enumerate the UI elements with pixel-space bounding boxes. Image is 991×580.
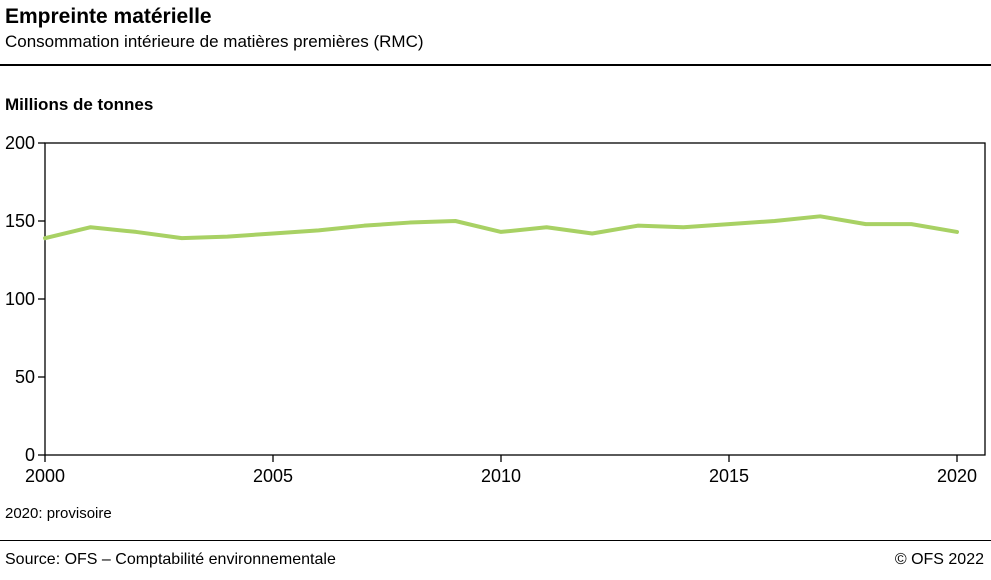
data-series-line (43, 214, 959, 241)
chart-footnote: 2020: provisoire (5, 505, 112, 522)
y-tick-label: 0 (25, 445, 35, 465)
source-text: Source: OFS – Comptabilité environnement… (5, 551, 336, 568)
copyright-text: © OFS 2022 (894, 551, 984, 568)
plot-frame (44, 142, 986, 456)
x-tick-label: 2000 (25, 466, 65, 486)
page-title: Empreinte matérielle (5, 5, 212, 28)
footer-divider (0, 540, 991, 541)
x-tick-label: 2010 (481, 466, 521, 486)
x-tick-label: 2015 (709, 466, 749, 486)
header-divider (0, 64, 991, 66)
y-tick-label: 150 (5, 211, 35, 231)
line-chart: 0 50 100 150 200 2000 2005 2010 2015 2020 (0, 130, 991, 490)
x-tick-label: 2005 (253, 466, 293, 486)
footer: Source: OFS – Comptabilité environnement… (5, 551, 984, 569)
y-axis-title: Millions de tonnes (5, 95, 154, 114)
y-tick-label: 200 (5, 133, 35, 153)
x-tick-label: 2020 (937, 466, 977, 486)
line-chart-svg: 0 50 100 150 200 2000 2005 2010 2015 2020 (5, 133, 986, 486)
y-tick-label: 50 (15, 367, 35, 387)
y-tick-label: 100 (5, 289, 35, 309)
page-subtitle: Consommation intérieure de matières prem… (5, 32, 424, 51)
